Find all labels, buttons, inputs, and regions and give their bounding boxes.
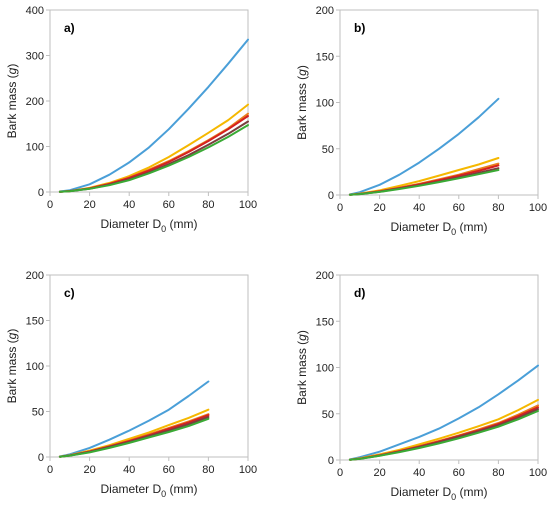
y-tick-label-a: 400 (26, 5, 44, 17)
y-axis-label-unit: g (295, 69, 309, 76)
y-axis-label-close: ) (295, 330, 309, 334)
y-tick-label-c: 50 (32, 407, 44, 419)
plot-area-d (339, 274, 539, 461)
x-tick-label-a: 40 (123, 199, 135, 211)
y-axis-label-unit: g (295, 334, 309, 341)
x-axis-label-c: Diameter D0 (mm) (100, 482, 197, 499)
y-axis-label-text: Bark mass ( (5, 339, 19, 403)
plot-area-b (339, 9, 539, 196)
x-axis-label-d: Diameter D0 (mm) (390, 485, 487, 502)
x-axis-label-subscript: 0 (161, 489, 166, 499)
y-axis-label-unit: g (5, 332, 19, 339)
y-axis-label-text: Bark mass ( (5, 74, 19, 138)
x-tick-label-a: 100 (239, 199, 257, 211)
panel-label-a: a) (64, 21, 75, 35)
y-tick-label-c: 150 (26, 316, 44, 328)
x-tick-label-c: 0 (47, 464, 53, 476)
plot-area-c (49, 274, 249, 458)
x-axis-label-unit: (mm) (456, 485, 487, 499)
y-tick-label-c: 200 (26, 270, 44, 282)
y-tick-label-a: 0 (38, 187, 44, 199)
y-axis-label-text: Bark mass ( (295, 341, 309, 405)
y-axis-label-unit: g (5, 67, 19, 74)
x-axis-label-text: Diameter D (390, 485, 451, 499)
x-axis-label-text: Diameter D (100, 217, 161, 231)
y-axis-label-close: ) (5, 329, 19, 333)
x-axis-label-unit: (mm) (166, 217, 197, 231)
x-tick-label-a: 0 (47, 199, 53, 211)
y-tick-label-d: 0 (328, 455, 334, 467)
panel-label-b: b) (354, 21, 365, 35)
y-tick-label-a: 300 (26, 51, 44, 63)
x-tick-label-c: 60 (163, 464, 175, 476)
y-tick-label-a: 200 (26, 96, 44, 108)
y-tick-label-b: 100 (316, 98, 334, 110)
panel-label-d: d) (354, 286, 365, 300)
series-line-d-1 (348, 364, 539, 461)
series-line-b-6 (348, 169, 500, 196)
x-tick-label-b: 0 (337, 202, 343, 214)
y-tick-label-c: 0 (38, 452, 44, 464)
x-tick-label-d: 60 (453, 467, 465, 479)
x-axis-label-subscript: 0 (161, 224, 166, 234)
y-tick-label-d: 150 (316, 316, 334, 328)
x-axis-label-unit: (mm) (166, 482, 197, 496)
x-axis-label-b: Diameter D0 (mm) (390, 220, 487, 237)
y-tick-label-b: 50 (322, 144, 334, 156)
y-tick-label-b: 150 (316, 51, 334, 63)
y-tick-label-d: 200 (316, 270, 334, 282)
x-axis-label-unit: (mm) (456, 220, 487, 234)
y-tick-label-b: 200 (316, 5, 334, 17)
x-tick-label-b: 40 (413, 202, 425, 214)
y-tick-label-a: 100 (26, 142, 44, 154)
x-tick-label-a: 80 (202, 199, 214, 211)
y-axis-label-close: ) (5, 64, 19, 68)
x-tick-label-b: 60 (453, 202, 465, 214)
x-tick-label-c: 40 (123, 464, 135, 476)
y-tick-label-d: 50 (322, 409, 334, 421)
x-tick-label-d: 40 (413, 467, 425, 479)
x-tick-label-c: 20 (83, 464, 95, 476)
series-line-a-6 (58, 124, 249, 193)
y-tick-label-b: 0 (328, 190, 334, 202)
series-line-c-6 (58, 417, 210, 458)
x-tick-label-c: 100 (239, 464, 257, 476)
x-tick-label-b: 20 (373, 202, 385, 214)
y-axis-label-b: Bark mass (g) (295, 65, 309, 140)
y-axis-label-text: Bark mass ( (295, 76, 309, 140)
y-tick-label-d: 100 (316, 363, 334, 375)
series-line-a-1 (58, 38, 249, 193)
x-tick-label-a: 20 (83, 199, 95, 211)
series-line-d-6 (348, 410, 539, 461)
x-tick-label-d: 20 (373, 467, 385, 479)
x-axis-label-subscript: 0 (451, 492, 456, 502)
y-axis-label-c: Bark mass (g) (5, 329, 19, 404)
panel-label-c: c) (64, 286, 75, 300)
series-line-b-1 (348, 97, 500, 196)
x-tick-label-a: 60 (163, 199, 175, 211)
y-axis-label-d: Bark mass (g) (295, 330, 309, 405)
x-tick-label-d: 80 (492, 467, 504, 479)
x-tick-label-b: 80 (492, 202, 504, 214)
x-axis-label-a: Diameter D0 (mm) (100, 217, 197, 234)
series-line-c-1 (58, 380, 210, 458)
x-axis-label-text: Diameter D (390, 220, 451, 234)
x-tick-label-d: 0 (337, 467, 343, 479)
y-axis-label-a: Bark mass (g) (5, 64, 19, 139)
y-axis-label-close: ) (295, 65, 309, 69)
plot-area-a (49, 9, 249, 193)
x-tick-label-c: 80 (202, 464, 214, 476)
x-axis-label-text: Diameter D (100, 482, 161, 496)
y-tick-label-c: 100 (26, 361, 44, 373)
x-tick-label-b: 100 (529, 202, 547, 214)
x-tick-label-d: 100 (529, 467, 547, 479)
x-axis-label-subscript: 0 (451, 227, 456, 237)
